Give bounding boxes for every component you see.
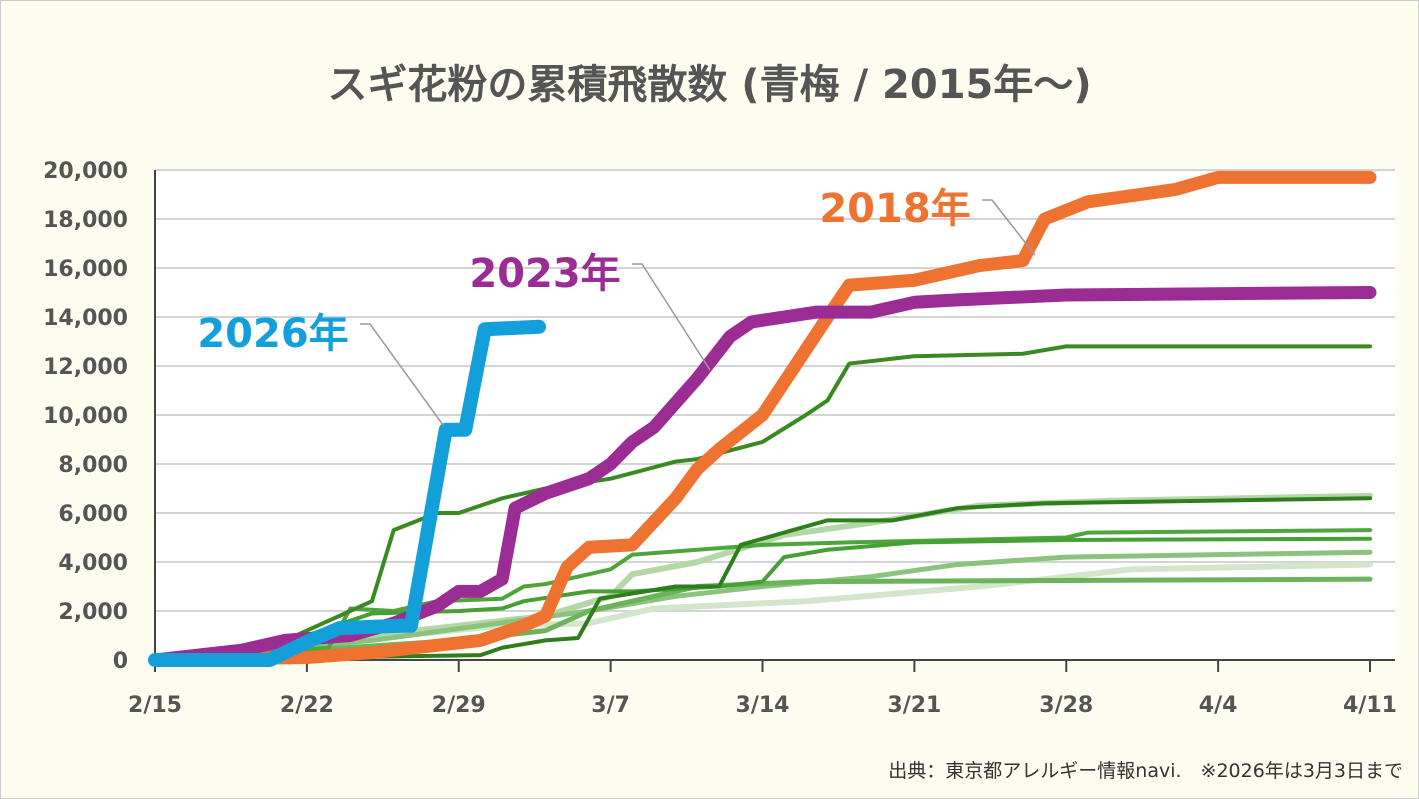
series-line-other-year-6: [152, 549, 1373, 663]
series-line-other-year-1: [153, 344, 1372, 662]
y-tick-label: 6,000: [58, 502, 128, 527]
y-tick-label: 12,000: [43, 355, 128, 380]
y-tick-label: 10,000: [43, 404, 128, 429]
annotation-leader-line: [632, 263, 711, 371]
series-line-other-year-2: [153, 496, 1372, 662]
x-tick-label: 3/7: [591, 693, 630, 718]
y-tick-label: 20,000: [43, 159, 128, 184]
series-line-2018年: [148, 170, 1377, 667]
series-line-2026年: [148, 319, 547, 667]
y-tick-label: 8,000: [58, 453, 128, 478]
y-tick-label: 16,000: [43, 257, 128, 282]
x-tick-label: 3/21: [887, 693, 941, 718]
annotation-label: 2018年: [819, 186, 970, 232]
source-note: 出典：東京都アレルギー情報navi. ※2026年は3月3日まで: [888, 760, 1403, 782]
x-tick-label: 2/22: [280, 693, 334, 718]
y-tick-label: 2,000: [58, 600, 128, 625]
x-tick-label: 4/11: [1343, 693, 1397, 718]
x-tick-label: 4/4: [1199, 693, 1238, 718]
y-tick-label: 18,000: [43, 208, 128, 233]
x-tick-label: 3/28: [1039, 693, 1093, 718]
series-line-other-year-4: [153, 536, 1372, 662]
annotation-label: 2023年: [469, 251, 620, 297]
annotation-leader-line: [982, 199, 1036, 256]
y-tick-label: 4,000: [58, 551, 128, 576]
annotation-label: 2026年: [197, 311, 348, 357]
annotation-leader-line: [360, 323, 444, 426]
x-tick-label: 2/29: [432, 693, 486, 718]
y-tick-label: 0: [113, 649, 128, 674]
x-tick-label: 3/14: [736, 693, 790, 718]
chart-title: スギ花粉の累積飛散数 (青梅 / 2015年〜): [327, 62, 1092, 108]
y-tick-label: 14,000: [43, 306, 128, 331]
x-tick-label: 2/15: [128, 693, 182, 718]
